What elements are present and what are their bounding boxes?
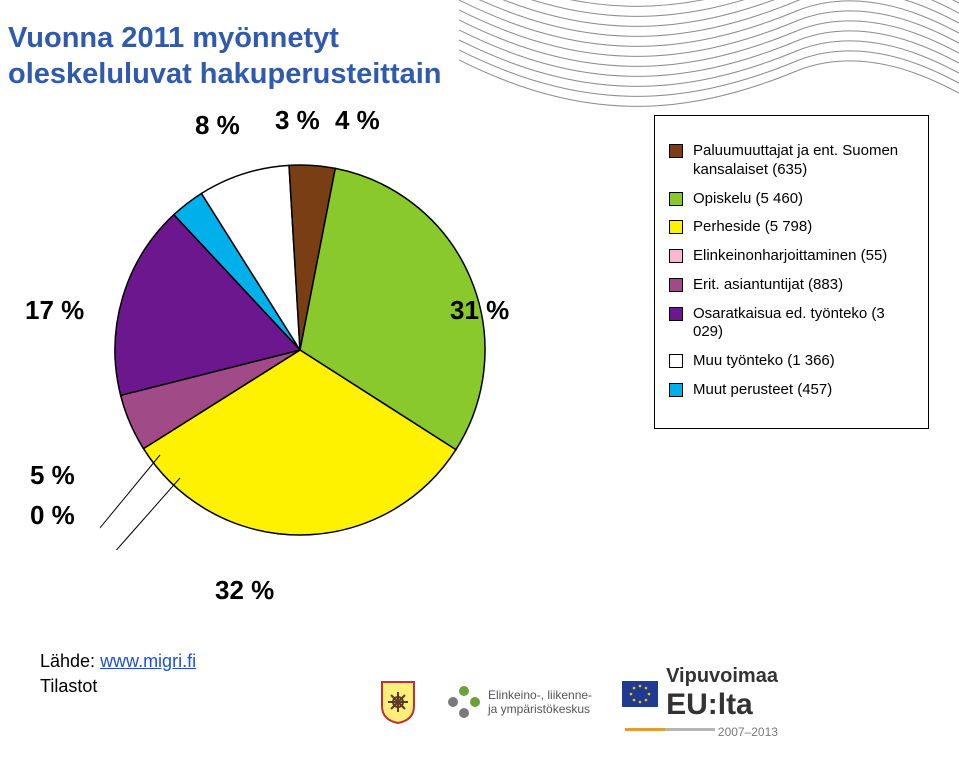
legend-label: Opiskelu (5 460) [693, 190, 914, 209]
legend-label: Elinkeinonharjoittaminen (55) [693, 247, 914, 266]
ely-line1: Elinkeino-, liikenne- [488, 688, 592, 702]
source-note: Lähde: www.migri.fi Tilastot [40, 649, 196, 699]
pie-label-5pct: 5 % [30, 460, 75, 491]
pie-label-32pct: 32 % [215, 575, 274, 606]
legend-swatch [669, 144, 683, 158]
title-line-2: oleskeluluvat hakuperusteittain [8, 56, 442, 92]
legend-item: Elinkeinonharjoittaminen (55) [669, 247, 914, 266]
pie-chart-area: 8 % 3 % 4 % 17 % 31 % 5 % 0 % 32 % [0, 90, 600, 610]
ely-flower-icon [446, 684, 482, 720]
footer-logos: Elinkeino-, liikenne- ja ympäristökeskus… [380, 665, 778, 739]
legend-label: Muut perusteet (457) [693, 381, 914, 400]
pie-label-3pct: 3 % [275, 105, 320, 136]
legend-swatch [669, 192, 683, 206]
source-label: Lähde: [40, 651, 100, 671]
eu-years-text: 2007–2013 [718, 725, 778, 739]
title-line-1: Vuonna 2011 myönnetyt [8, 20, 442, 56]
legend-swatch [669, 307, 683, 321]
legend-label: Perheside (5 798) [693, 218, 914, 237]
legend-swatch [669, 383, 683, 397]
pie-label-8pct: 8 % [195, 110, 240, 141]
pie-chart [100, 150, 500, 555]
eu-text-1: Vipuvoimaa [666, 665, 778, 688]
legend-item: Muut perusteet (457) [669, 381, 914, 400]
pie-label-17pct: 17 % [25, 295, 84, 326]
ely-line2: ja ympäristökeskus [488, 702, 592, 716]
ely-logo: Elinkeino-, liikenne- ja ympäristökeskus [446, 684, 592, 720]
legend-label: Osaratkaisua ed. työnteko (3 029) [693, 305, 914, 343]
slide-root: Vuonna 2011 myönnetyt oleskeluluvat haku… [0, 0, 959, 759]
legend-item: Muu työnteko (1 366) [669, 352, 914, 371]
source-subline: Tilastot [40, 676, 97, 696]
eu-flag-icon [622, 681, 658, 707]
legend-swatch [669, 220, 683, 234]
shield-logo [380, 680, 416, 724]
legend-item: Opiskelu (5 460) [669, 190, 914, 209]
eu-funding-logo: Vipuvoimaa EU:lta 2007–2013 [622, 665, 778, 739]
pie-label-0pct: 0 % [30, 500, 75, 531]
legend-box: Paluumuuttajat ja ent. Suomen kansalaise… [654, 115, 929, 429]
legend-label: Paluumuuttajat ja ent. Suomen kansalaise… [693, 142, 914, 180]
leader-line [100, 455, 160, 540]
legend-swatch [669, 278, 683, 292]
legend-item: Osaratkaisua ed. työnteko (3 029) [669, 305, 914, 343]
source-link[interactable]: www.migri.fi [100, 651, 196, 671]
legend-item: Perheside (5 798) [669, 218, 914, 237]
legend-item: Erit. asiantuntijat (883) [669, 276, 914, 295]
legend-item: Paluumuuttajat ja ent. Suomen kansalaise… [669, 142, 914, 180]
slide-title: Vuonna 2011 myönnetyt oleskeluluvat haku… [8, 20, 442, 93]
pie-label-31pct: 31 % [450, 295, 509, 326]
eu-text-2: EU:lta [666, 688, 778, 722]
shield-icon [380, 680, 416, 724]
legend-swatch [669, 354, 683, 368]
legend-swatch [669, 249, 683, 263]
legend-label: Muu työnteko (1 366) [693, 352, 914, 371]
eu-years-bar [625, 722, 715, 736]
legend-label: Erit. asiantuntijat (883) [693, 276, 914, 295]
pie-label-4pct: 4 % [335, 105, 380, 136]
